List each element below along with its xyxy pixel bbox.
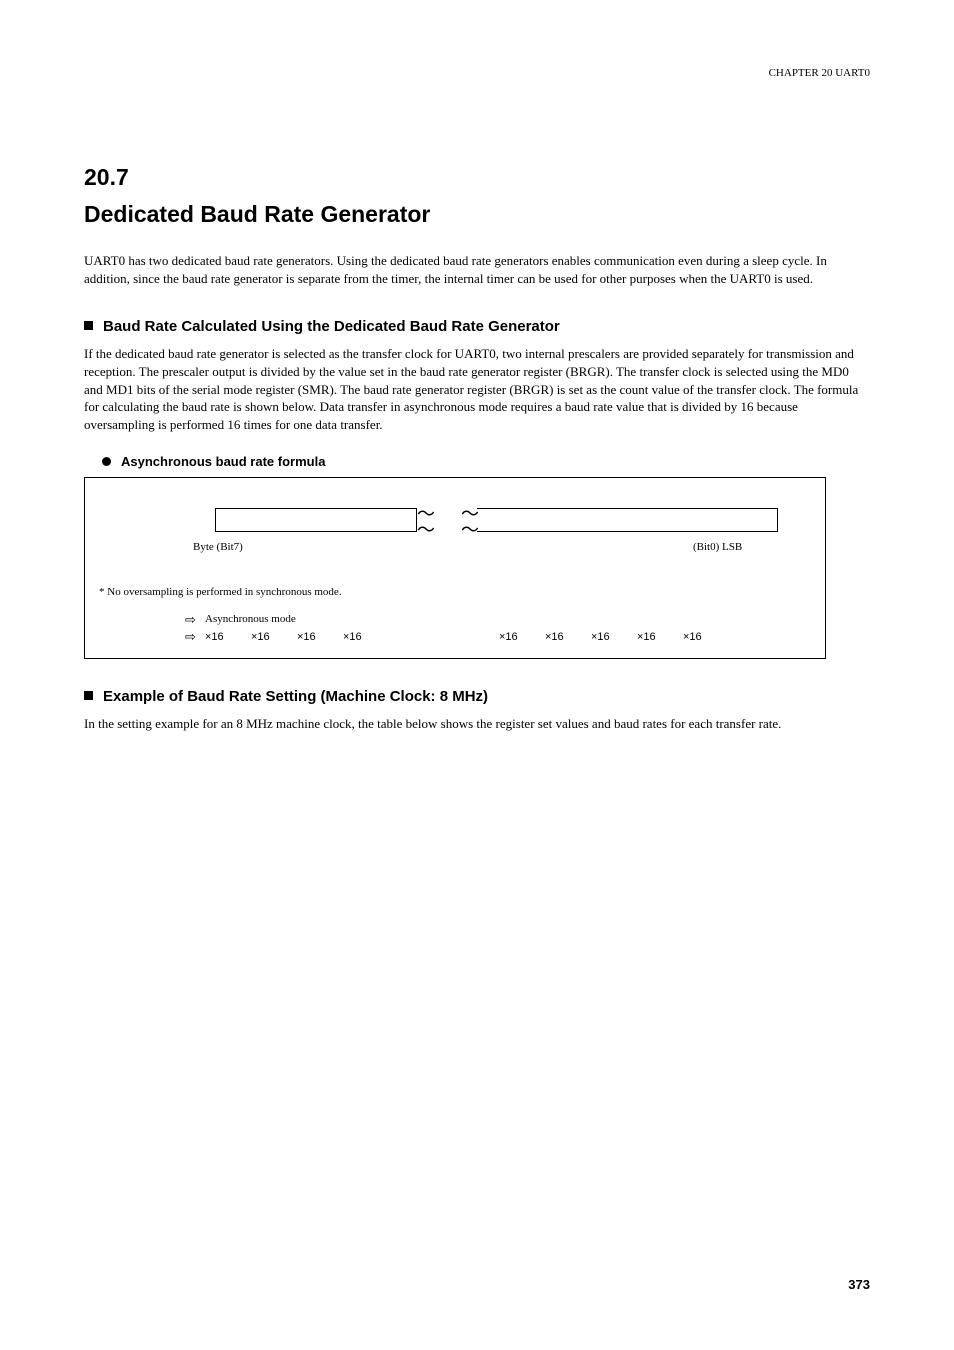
subsection-1-title: Baud Rate Calculated Using the Dedicated… bbox=[103, 317, 560, 337]
formula-title: Asynchronous baud rate formula bbox=[121, 453, 325, 471]
intro-paragraph: UART0 has two dedicated baud rate genera… bbox=[84, 252, 870, 287]
x16-cell: ×16 bbox=[205, 630, 251, 645]
page-number: 373 bbox=[848, 1276, 870, 1294]
subsection-2-title: Example of Baud Rate Setting (Machine Cl… bbox=[103, 687, 488, 707]
page: CHAPTER 20 UART0 20.7 Dedicated Baud Rat… bbox=[0, 0, 954, 1350]
x16-cell: ×16 bbox=[591, 630, 637, 645]
packet-labels: Byte (Bit7) (Bit0) LSB bbox=[193, 540, 811, 555]
section-number: 20.7 bbox=[84, 162, 870, 193]
arrow-row-1-label: Asynchronous mode bbox=[205, 612, 296, 627]
x16-cell: ×16 bbox=[251, 630, 297, 645]
x16-cell: ×16 bbox=[637, 630, 683, 645]
figure-note: * No oversampling is performed in synchr… bbox=[99, 585, 342, 600]
chapter-header: CHAPTER 20 UART0 bbox=[769, 66, 870, 81]
packet-right-segment bbox=[477, 508, 778, 532]
arrow-row-1: ⇨ Asynchronous mode bbox=[185, 611, 817, 629]
subsection-2-body: In the setting example for an 8 MHz mach… bbox=[84, 715, 870, 733]
open-arrow-icon: ⇨ bbox=[185, 611, 197, 629]
packet-diagram: 〜 〜 〜 〜 bbox=[209, 508, 811, 532]
lsb-label: (Bit0) LSB bbox=[693, 540, 742, 555]
arrow-row-2: ⇨ ×16 ×16 ×16 ×16 ×16 ×16 ×16 ×16 ×16 bbox=[185, 628, 817, 646]
subsection-1-heading: Baud Rate Calculated Using the Dedicated… bbox=[84, 317, 870, 337]
square-bullet-icon bbox=[84, 321, 93, 330]
byte-label: Byte (Bit7) bbox=[193, 540, 263, 555]
subsection-1-body: If the dedicated baud rate generator is … bbox=[84, 345, 870, 433]
x16-cell: ×16 bbox=[683, 630, 729, 645]
section-title: Dedicated Baud Rate Generator bbox=[84, 199, 870, 230]
figure-box: 〜 〜 〜 〜 Byte (Bit7) (Bit0) LSB * No over… bbox=[84, 477, 826, 659]
open-arrow-icon: ⇨ bbox=[185, 628, 197, 646]
x16-cell: ×16 bbox=[545, 630, 591, 645]
formula-heading: Asynchronous baud rate formula bbox=[102, 453, 870, 471]
square-bullet-icon bbox=[84, 691, 93, 700]
break-glyph-icon: 〜 bbox=[417, 518, 435, 542]
x16-cell: ×16 bbox=[499, 630, 545, 645]
break-glyph-icon: 〜 bbox=[461, 518, 479, 542]
x16-cell: ×16 bbox=[343, 630, 389, 645]
subsection-2-heading: Example of Baud Rate Setting (Machine Cl… bbox=[84, 687, 870, 707]
disc-bullet-icon bbox=[102, 457, 111, 466]
packet-left-segment bbox=[215, 508, 417, 532]
arrow-rows: ⇨ Asynchronous mode ⇨ ×16 ×16 ×16 ×16 ×1… bbox=[185, 611, 817, 646]
x16-cell: ×16 bbox=[297, 630, 343, 645]
